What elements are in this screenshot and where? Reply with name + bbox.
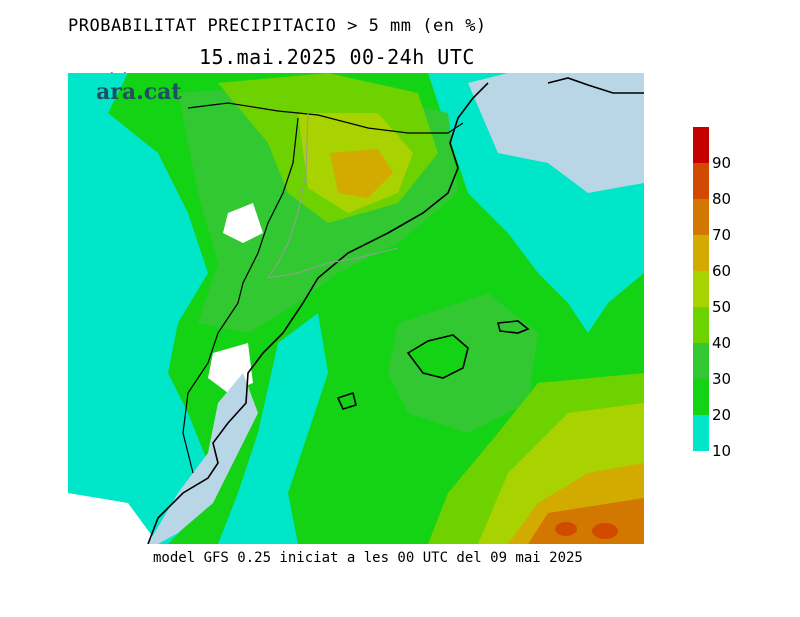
nodata-pocket-1 (223, 203, 263, 243)
border-regional (182, 117, 299, 474)
field-80-90-cell-1 (555, 522, 577, 536)
watermark-logo: ara.cat (96, 79, 182, 105)
field-10-20-west (68, 73, 208, 544)
legend-swatch-70 (693, 199, 709, 235)
legend-swatch-10 (693, 415, 709, 451)
legend-swatch-20 (693, 379, 709, 415)
color-scale (693, 127, 709, 451)
legend-swatch-40 (693, 307, 709, 343)
chart-title: PROBABILITAT PRECIPITACIO > 5 mm (en %) (68, 16, 487, 36)
legend-swatch-80 (693, 163, 709, 199)
sea-gulf-of-lion (468, 73, 644, 193)
coastline-iberia (147, 82, 489, 544)
legend-swatch-60 (693, 235, 709, 271)
probability-map: ara.cat (68, 73, 644, 544)
legend-label-50: 50 (712, 298, 732, 316)
forecast-period: 15.mai.2025 00-24h UTC (199, 45, 475, 69)
legend-swatch-90 (693, 127, 709, 163)
field-60-70-core (330, 149, 393, 198)
legend-label-70: 70 (712, 226, 732, 244)
legend-swatch-50 (693, 271, 709, 307)
coastline-ibiza (336, 391, 357, 410)
legend-label-90: 90 (712, 154, 732, 172)
coastline-mallorca (406, 334, 469, 379)
legend-label-20: 20 (712, 406, 732, 424)
border-france-spain (187, 102, 464, 134)
legend-label-30: 30 (712, 370, 732, 388)
model-info: model GFS 0.25 iniciat a les 00 UTC del … (153, 550, 583, 566)
coastline-france (547, 77, 644, 94)
legend-label-40: 40 (712, 334, 732, 352)
legend-swatch-30 (693, 343, 709, 379)
legend-label-10: 10 (712, 442, 732, 460)
legend-label-60: 60 (712, 262, 732, 280)
legend-label-80: 80 (712, 190, 732, 208)
nodata-southwest (68, 493, 158, 544)
coastline-menorca (496, 320, 530, 334)
field-10-20-strip (218, 313, 328, 544)
border-provincial (266, 112, 399, 279)
field-80-90-cell-2 (592, 523, 618, 539)
map-canvas (68, 73, 644, 544)
